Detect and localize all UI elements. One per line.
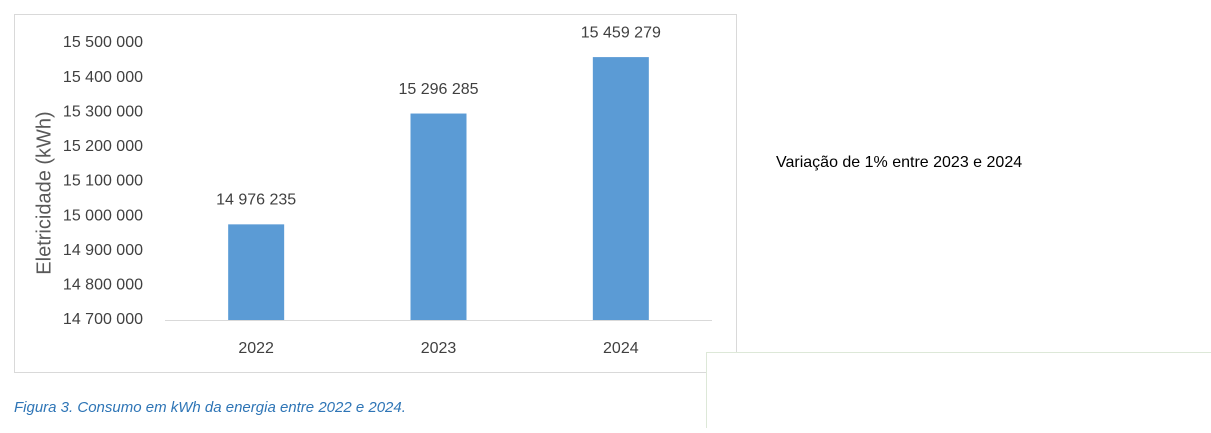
bar: [593, 57, 649, 320]
x-tick-label: 2024: [603, 340, 639, 357]
y-tick-label: 14 900 000: [63, 242, 143, 259]
y-tick-label: 15 200 000: [63, 138, 143, 155]
y-tick-label: 15 000 000: [63, 207, 143, 224]
y-tick-label: 14 800 000: [63, 277, 143, 294]
y-tick-label: 15 500 000: [63, 34, 143, 51]
note: Variação de 1% entre 2023 e 2024: [776, 154, 1022, 171]
bar: [411, 114, 467, 320]
y-axis-label: Eletricidade (kWh): [33, 111, 55, 274]
y-tick-label: 15 100 000: [63, 173, 143, 190]
x-tick-label: 2022: [238, 340, 274, 357]
y-tick-label: 15 300 000: [63, 103, 143, 120]
data-label: 14 976 235: [216, 192, 296, 209]
data-label: 15 296 285: [398, 81, 478, 98]
y-tick-label: 15 400 000: [63, 69, 143, 86]
x-tick-label: 2023: [421, 340, 457, 357]
bar: [228, 224, 284, 320]
data-label: 15 459 279: [581, 24, 661, 41]
y-tick-label: 14 700 000: [63, 311, 143, 328]
text-box: [707, 353, 1211, 429]
caption: Figura 3. Consumo em kWh da energia entr…: [14, 399, 406, 416]
